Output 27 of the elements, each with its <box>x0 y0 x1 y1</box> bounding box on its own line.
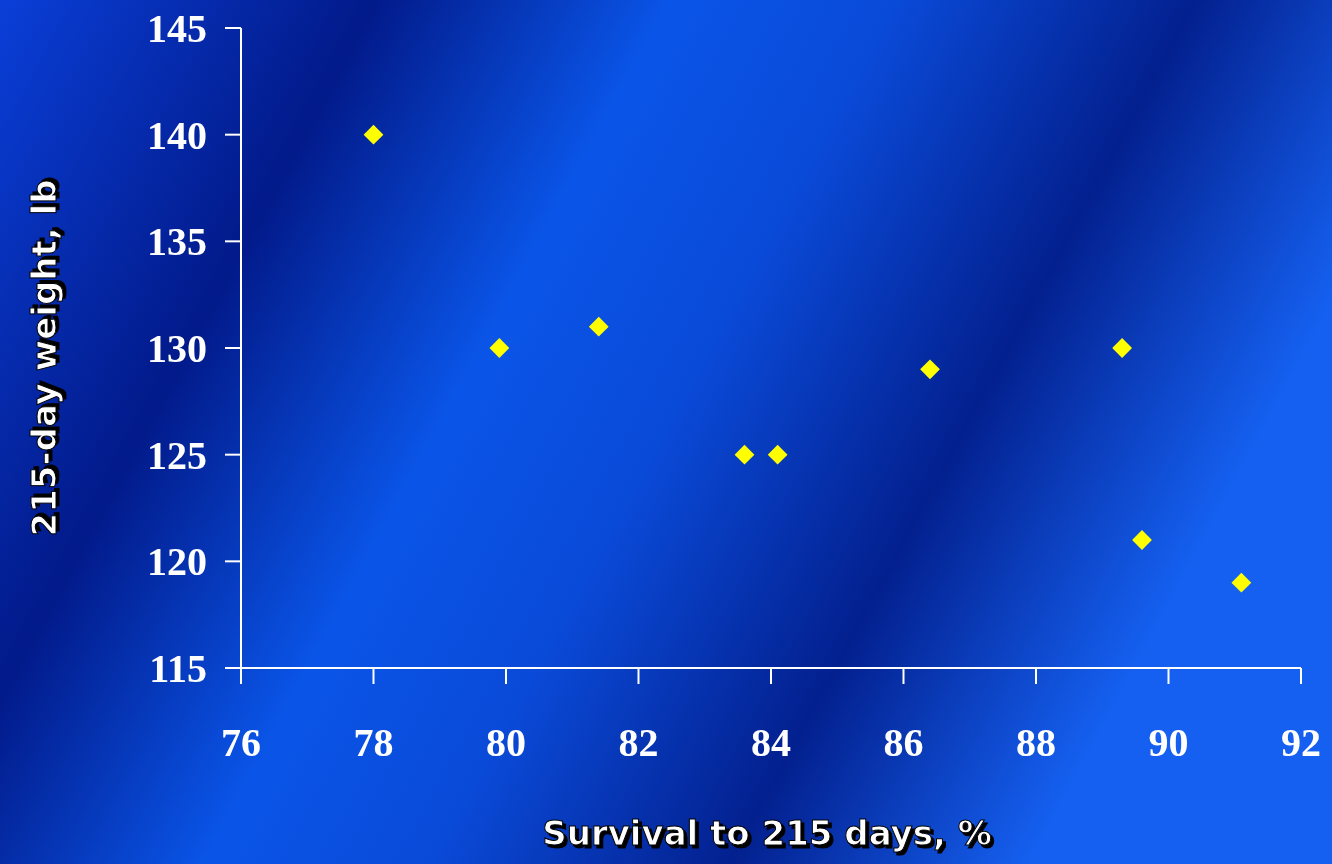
x-tick-label: 80 <box>486 720 526 765</box>
point <box>1132 530 1152 550</box>
point <box>1231 572 1252 593</box>
x-tick-label: 76 <box>221 720 261 765</box>
y-tick-label: 120 <box>147 539 207 585</box>
point <box>588 316 609 337</box>
x-tick-label: 84 <box>751 720 791 765</box>
x-tick-label: 90 <box>1148 720 1189 765</box>
y-tick-label: 115 <box>149 646 207 691</box>
point <box>767 444 788 465</box>
x-tick-label: 88 <box>1016 720 1056 765</box>
x-tick-label: 78 <box>353 720 394 765</box>
point <box>1112 338 1133 358</box>
x-tick-label: 92 <box>1281 720 1321 765</box>
point <box>363 124 384 145</box>
y-axis-title: 215-day weight, lb <box>24 179 64 537</box>
y-tick-label: 145 <box>147 6 207 51</box>
x-tick-label: 86 <box>883 720 924 765</box>
y-tick-label: 140 <box>147 112 207 158</box>
point <box>920 359 940 380</box>
y-tick-label: 125 <box>147 432 207 478</box>
x-axis-title: Survival to 215 days, % <box>542 813 992 853</box>
x-tick-label: 82 <box>618 720 659 765</box>
point <box>734 444 755 465</box>
y-tick-label: 130 <box>147 326 207 371</box>
y-tick-label: 135 <box>147 219 207 265</box>
point <box>489 338 510 358</box>
